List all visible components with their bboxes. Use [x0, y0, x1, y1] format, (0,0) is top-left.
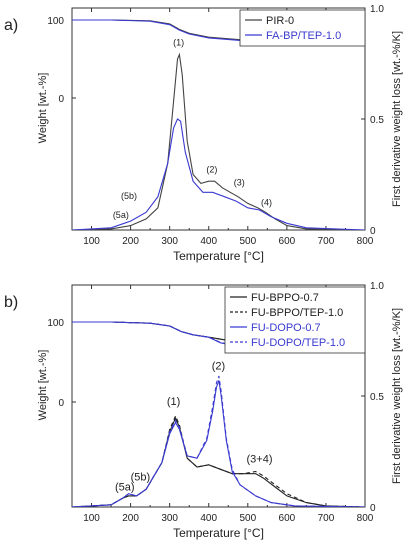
y2-axis-label: First derivative weight loss [wt.-%/K]	[391, 308, 403, 484]
peak-label: (1)	[173, 38, 184, 48]
peak-label: (5a)	[113, 210, 129, 220]
x-tick-label: 700	[318, 236, 335, 247]
x-tick-label: 200	[122, 236, 139, 247]
panel-a: a) 100 200 300 400 500 600 700 800 Temperature [°…	[4, 4, 403, 263]
x-tick-label: 400	[200, 513, 217, 524]
y2-tick-label: 1.0	[370, 281, 384, 292]
panel-label: b)	[4, 294, 18, 311]
panel-label: a)	[4, 17, 18, 34]
x-tick-label: 400	[200, 236, 217, 247]
x-tick-label: 500	[239, 513, 256, 524]
x-tick-label: 800	[357, 513, 374, 524]
x-tick-label: 700	[318, 513, 335, 524]
y2-tick-label: 1.0	[370, 4, 384, 15]
y-tick-label: 100	[47, 16, 64, 27]
peak-label: (2)	[206, 164, 217, 174]
peak-label: (5a)	[115, 481, 135, 493]
x-tick-label: 300	[161, 236, 178, 247]
legend-entry: FU-BPPO-0.7	[251, 292, 319, 304]
x-axis-label: Temperature [°C]	[173, 249, 264, 263]
x-tick-label: 100	[83, 513, 100, 524]
derivative-curve	[72, 416, 365, 507]
y-tick-label: 100	[47, 318, 64, 329]
panel-b: b) 100 200 300 400 500 600 700 800 Temperature [°…	[4, 281, 403, 540]
legend-entry: FU-BPPO/TEP-1.0	[251, 307, 343, 319]
legend: PIR-0 FA-BP/TEP-1.0	[239, 9, 366, 47]
peak-label: (5b)	[131, 471, 151, 483]
peak-label: (4)	[261, 198, 272, 208]
y-axis-label: Weight [wt.-%]	[37, 73, 49, 144]
derivative-curve	[72, 375, 365, 507]
peak-label: (5b)	[121, 191, 137, 201]
derivative-curve	[72, 118, 365, 230]
x-tick-label: 300	[161, 513, 178, 524]
x-tick-label: 800	[357, 236, 374, 247]
y-tick-label: 0	[58, 398, 64, 409]
y-tick-label: 0	[58, 94, 64, 105]
y2-tick-label: 0	[370, 503, 376, 514]
y2-tick-label: 0.5	[370, 115, 384, 126]
x-tick-label: 600	[279, 236, 296, 247]
peak-label: (2)	[212, 360, 225, 372]
y2-axis-label: First derivative weight loss [wt.-%/K]	[391, 31, 403, 207]
legend-box	[224, 286, 366, 354]
x-tick-label: 200	[122, 513, 139, 524]
y-axis-label: Weight [wt.-%]	[37, 350, 49, 421]
y2-tick-label: 0	[370, 226, 376, 237]
legend-entry: FU-DOPO/TEP-1.0	[251, 337, 345, 349]
legend: FU-BPPO-0.7 FU-BPPO/TEP-1.0 FU-DOPO-0.7 FU-…	[224, 286, 366, 354]
legend-entry: FU-DOPO-0.7	[251, 322, 321, 334]
legend-entry: PIR-0	[266, 15, 294, 27]
plot-area	[72, 19, 365, 230]
x-axis-label: Temperature [°C]	[173, 526, 264, 540]
derivative-curve	[72, 52, 365, 230]
x-tick-label: 600	[279, 513, 296, 524]
legend-entry: FA-BP/TEP-1.0	[266, 30, 341, 42]
y2-tick-label: 0.5	[370, 392, 384, 403]
peak-label: (3+4)	[247, 454, 273, 466]
peak-label: (3)	[234, 178, 245, 188]
x-tick-label: 100	[83, 236, 100, 247]
peak-label: (1)	[167, 396, 180, 408]
x-tick-label: 500	[239, 236, 256, 247]
legend-box	[239, 9, 366, 47]
